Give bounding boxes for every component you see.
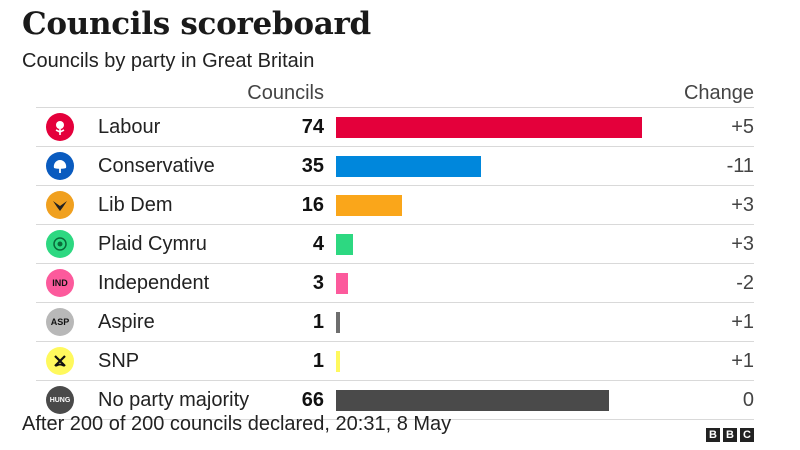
councils-count: 74 xyxy=(301,116,324,138)
council-bar xyxy=(336,156,481,177)
libdem-bird-icon xyxy=(46,191,74,219)
party-name: Plaid Cymru xyxy=(98,233,207,255)
councils-count: 1 xyxy=(312,311,324,333)
scoreboard-row: HUNG No party majority 66 0 xyxy=(36,380,754,420)
bbc-logo-letter: B xyxy=(723,428,737,442)
scoreboard-row: ASP Aspire 1 +1 xyxy=(36,302,754,341)
party-name: Conservative xyxy=(98,155,215,177)
party-name: No party majority xyxy=(98,389,250,411)
bbc-logo-letter: C xyxy=(740,428,754,442)
conservative-tree-icon xyxy=(46,152,74,180)
council-bar xyxy=(336,390,609,411)
ind-badge-icon: IND xyxy=(46,269,74,297)
councils-count: 3 xyxy=(312,272,324,294)
change-value: 0 xyxy=(742,389,754,411)
asp-badge-icon: ASP xyxy=(46,308,74,336)
party-name: Lib Dem xyxy=(98,194,173,216)
council-bar xyxy=(336,312,341,333)
council-bar xyxy=(336,351,341,372)
scoreboard-row: Labour 74 +5 xyxy=(36,107,754,146)
hung-badge-icon: HUNG xyxy=(46,386,74,414)
councils-count: 35 xyxy=(301,155,324,177)
change-column-header: Change xyxy=(683,82,754,104)
councils-count: 1 xyxy=(312,350,324,372)
chart-title: Councils scoreboard xyxy=(22,6,371,42)
councils-count: 66 xyxy=(301,389,324,411)
change-value: +1 xyxy=(731,350,754,372)
scoreboard-row: SNP 1 +1 xyxy=(36,341,754,380)
scoreboard-row: Plaid Cymru 4 +3 xyxy=(36,224,754,263)
scoreboard-row: Lib Dem 16 +3 xyxy=(36,185,754,224)
plaid-poppy-icon xyxy=(46,230,74,258)
scoreboard-row: IND Independent 3 -2 xyxy=(36,263,754,302)
snp-saltire-icon xyxy=(46,347,74,375)
councils-count: 4 xyxy=(312,233,324,255)
party-name: Independent xyxy=(98,272,210,294)
council-bar xyxy=(336,117,642,138)
footnote: After 200 of 200 councils declared, 20:3… xyxy=(22,413,452,435)
party-name: Labour xyxy=(98,116,161,138)
change-value: +5 xyxy=(731,116,754,138)
change-value: +3 xyxy=(731,194,754,216)
chart-subtitle: Councils by party in Great Britain xyxy=(22,50,315,72)
scoreboard-rows: Labour 74 +5 Conservative 35 -11 Lib Dem 16 +3 Pl… xyxy=(36,107,754,420)
change-value: -11 xyxy=(726,155,754,177)
council-bar xyxy=(336,195,403,216)
labour-rose-icon xyxy=(46,113,74,141)
council-bar xyxy=(336,273,349,294)
councils-count: 16 xyxy=(301,194,324,216)
party-name: SNP xyxy=(98,350,140,372)
bbc-logo: B B C xyxy=(706,428,754,442)
scoreboard-row: Conservative 35 -11 xyxy=(36,146,754,185)
change-value: -2 xyxy=(736,272,754,294)
council-bar xyxy=(336,234,353,255)
change-value: +1 xyxy=(731,311,754,333)
change-value: +3 xyxy=(731,233,754,255)
party-name: Aspire xyxy=(98,311,155,333)
councils-column-header: Councils xyxy=(247,82,324,104)
bbc-logo-letter: B xyxy=(706,428,720,442)
